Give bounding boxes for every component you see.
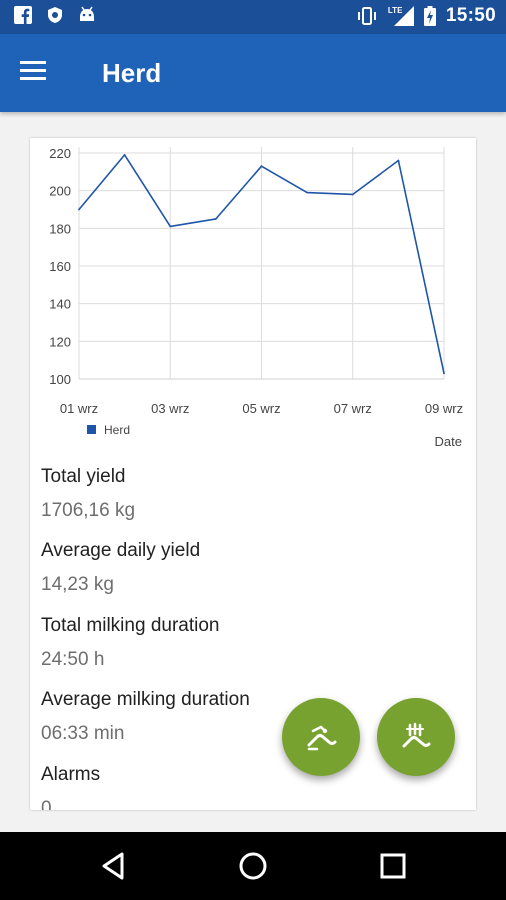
x-axis-title: Date (435, 434, 462, 449)
signal-icon: LTE (388, 6, 414, 26)
milking-arm-button[interactable] (282, 698, 360, 776)
stat-average-milking-duration: Average milking duration 06:33 min (41, 689, 250, 745)
network-type: LTE (387, 6, 403, 15)
stat-label: Total yield (41, 466, 126, 487)
data-point (397, 159, 400, 162)
status-left-icons (14, 6, 96, 24)
data-point (443, 372, 445, 375)
navigation-bar (0, 832, 506, 900)
stat-alarms: Alarms 0 (41, 764, 100, 810)
milking-arm-icon (307, 725, 337, 751)
milking-cluster-icon (402, 722, 431, 748)
stat-total-milking-duration: Total milking duration 24:50 h (41, 615, 219, 671)
legend-label: Herd (104, 423, 130, 437)
stat-value: 24:50 h (41, 649, 105, 670)
data-point (123, 153, 126, 156)
shield-icon (48, 7, 62, 23)
data-point (306, 191, 309, 194)
y-tick-label: 140 (49, 297, 71, 312)
page-title: Herd (102, 58, 162, 88)
stat-average-daily-yield: Average daily yield 14,23 kg (41, 540, 200, 596)
app-bar: Herd (0, 34, 506, 112)
data-point (351, 193, 354, 196)
stat-value: 0 (41, 798, 52, 810)
y-tick-label: 180 (49, 221, 71, 236)
stat-value: 1706,16 kg (41, 500, 136, 521)
stat-label: Total milking duration (41, 615, 220, 636)
android-icon (80, 6, 94, 21)
y-tick-label: 220 (49, 146, 71, 161)
menu-icon[interactable] (20, 57, 56, 89)
status-time: 15:50 (445, 5, 496, 26)
data-point (260, 165, 263, 168)
vibrate-icon (357, 7, 376, 25)
x-tick-label: 09 wrz (425, 401, 463, 416)
status-right-icons: LTE 15:50 (356, 5, 496, 27)
milking-cluster-button[interactable] (377, 698, 455, 776)
stat-label: Average daily yield (41, 540, 201, 561)
stat-value: 14,23 kg (41, 574, 114, 595)
back-icon[interactable] (94, 846, 134, 886)
stat-label: Average milking duration (41, 689, 250, 710)
status-bar: LTE 15:50 (0, 0, 506, 34)
recents-icon[interactable] (373, 846, 413, 886)
y-tick-label: 120 (49, 334, 71, 349)
y-tick-label: 160 (49, 259, 71, 274)
data-point (78, 208, 80, 211)
home-icon[interactable] (233, 846, 273, 886)
data-point (214, 218, 217, 220)
herd-yield-chart: 100 120 140 160 180 200 220 01 wrz 03 wrz 05 wrz 0… (49, 146, 463, 449)
stat-label: Alarms (41, 764, 101, 785)
stat-total-yield: Total yield 1706,16 kg (41, 466, 135, 522)
facebook-icon (14, 6, 32, 24)
y-tick-label: 200 (49, 184, 71, 199)
herd-card[interactable]: 100 120 140 160 180 200 220 01 wrz 03 wrz 05 wrz 0… (30, 138, 476, 810)
x-tick-label: 05 wrz (242, 401, 280, 416)
battery-charging-icon (423, 6, 436, 26)
x-tick-label: 01 wrz (60, 401, 98, 416)
data-point (169, 225, 172, 228)
x-tick-label: 07 wrz (334, 401, 372, 416)
x-tick-label: 03 wrz (151, 401, 189, 416)
legend-swatch (87, 425, 96, 434)
stat-value: 06:33 min (41, 723, 125, 744)
y-tick-label: 100 (49, 372, 71, 387)
